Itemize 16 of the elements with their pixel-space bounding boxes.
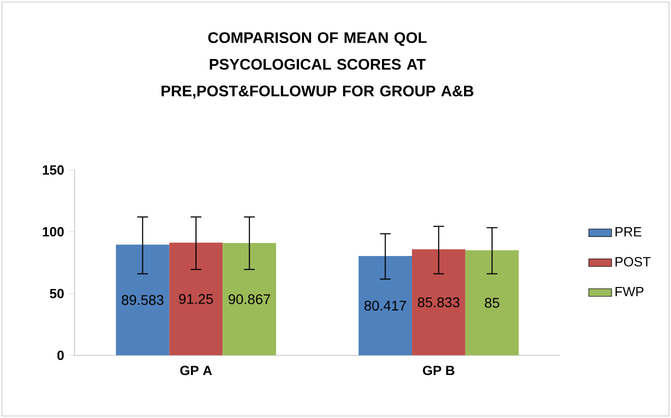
y-tick-label: 50 [50, 288, 64, 298]
legend-label: FWP [616, 286, 644, 296]
data-label: 90.867 [228, 294, 270, 304]
y-tick-label: 0 [57, 350, 64, 360]
x-tick-label: GP A [180, 366, 212, 376]
data-label: 89.583 [122, 295, 164, 305]
y-tick-label: 150 [42, 165, 64, 175]
y-tick-label: 100 [42, 227, 64, 236]
data-label: 91.25 [179, 294, 213, 304]
data-label: 85.833 [418, 297, 460, 308]
data-label: 80.417 [364, 300, 406, 311]
legend-label: PRE [616, 227, 642, 236]
x-tick-label: GP B [422, 366, 454, 376]
chart-title: COMPARISON OF MEAN QOL PSYCOLOGICAL SCORES AT PRE,POST&FOLLOWUP FOR GROUP A&B [162, 32, 474, 99]
data-label: 85 [484, 298, 500, 308]
legend-label: POST [616, 257, 651, 266]
